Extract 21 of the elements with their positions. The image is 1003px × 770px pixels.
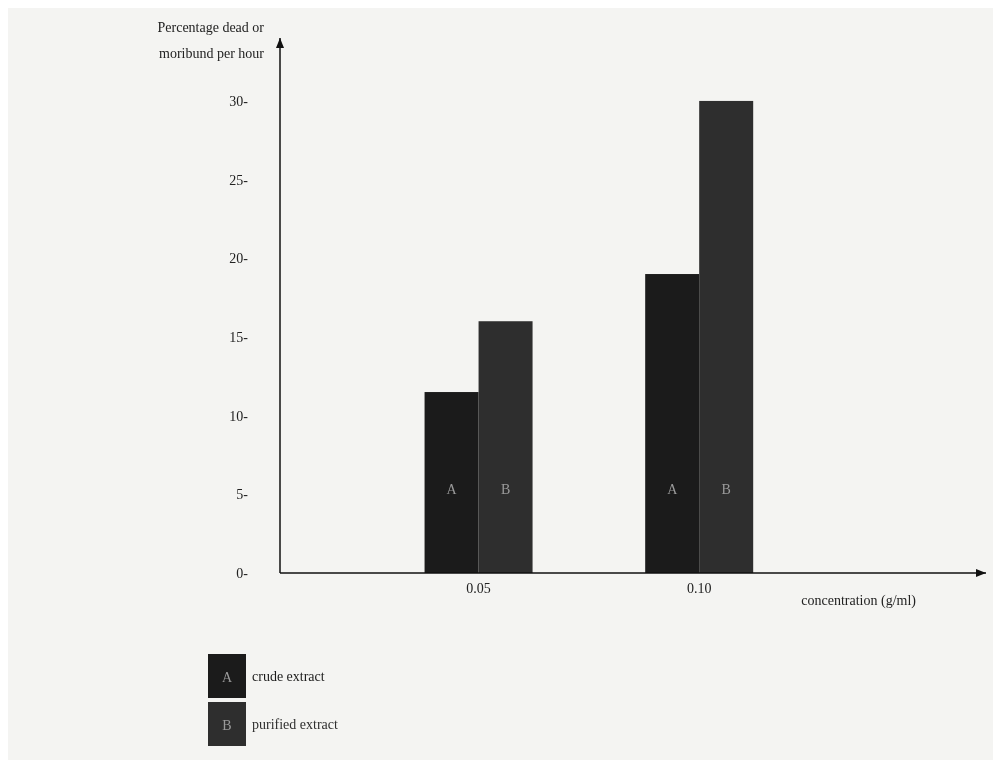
annotation: A — [667, 482, 679, 498]
x-tick-label: 0.05 — [466, 581, 491, 596]
y-axis-title: Percentage dead or moribund per hour — [157, 20, 265, 61]
annotation: B — [721, 482, 731, 498]
y-tick-label: 5- — [236, 487, 249, 503]
text: crude extract — [252, 669, 325, 684]
y-tick-label: 15- — [229, 329, 249, 345]
y-tick-label: 20- — [229, 251, 249, 267]
annotation: A — [446, 482, 458, 498]
x-axis-title: concentration (g/ml) — [801, 593, 917, 609]
x-tick-label: 0.10 — [686, 581, 712, 596]
annotation: B — [500, 482, 511, 498]
text: A — [221, 670, 233, 685]
text: B — [222, 718, 232, 733]
y-tick-label: 10- — [229, 408, 249, 424]
text: purified extract — [252, 717, 339, 732]
bar — [699, 100, 754, 573]
y-tick-label: 30- — [229, 93, 249, 109]
bar — [478, 321, 533, 573]
y-tick-label: 25- — [229, 172, 249, 188]
y-tick-label: 0- — [236, 565, 249, 581]
